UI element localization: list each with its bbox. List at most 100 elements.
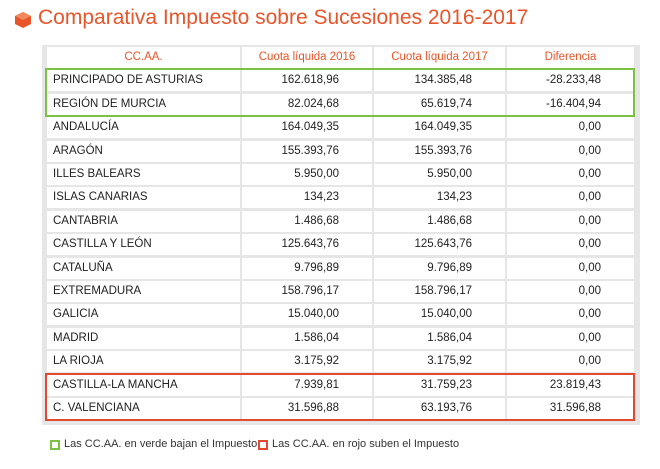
region-name: CASTILLA-LA MANCHA [53, 378, 178, 391]
cell-bg [242, 281, 372, 302]
column-header: Cuota líquida 2017 [374, 47, 505, 68]
cell-bg [374, 234, 505, 256]
amount: 158.796,17 [414, 285, 472, 297]
cell-bg [507, 140, 634, 162]
amount: 0,00 [578, 191, 601, 204]
cell-bg [374, 304, 505, 326]
amount: -28.233,48 [546, 74, 601, 87]
amount: 65.619,74 [420, 97, 472, 110]
cell-bg [374, 374, 505, 396]
amount: 1.586,04 [294, 331, 339, 344]
cell-bg [47, 304, 240, 326]
cell-bg [47, 210, 240, 232]
cell-bg [242, 304, 372, 326]
region-name: ANDALUCÍA [53, 121, 119, 134]
cell-bg [242, 164, 372, 185]
amount: 0,00 [578, 121, 601, 134]
cell-bg [242, 398, 372, 419]
cell-bg [47, 70, 240, 92]
cell-bg [374, 140, 505, 162]
region-name: ISLAS CANARIAS [53, 191, 148, 204]
amount: 15.040,00 [420, 308, 472, 321]
amount: 9.796,89 [294, 261, 339, 274]
cell-bg [507, 210, 634, 232]
amount: 23.819,43 [549, 378, 601, 391]
amount: 164.049,35 [414, 121, 472, 134]
cell-bg [507, 257, 634, 279]
cell-bg [507, 70, 634, 92]
amount: 5.950,00 [294, 168, 339, 180]
cell-bg [507, 398, 634, 419]
amount: 31.596,88 [287, 402, 339, 414]
amount: 155.393,76 [281, 144, 339, 157]
region-name: MADRID [53, 331, 99, 344]
cell-bg [47, 117, 240, 139]
cell-bg [507, 327, 634, 349]
cell-bg [47, 327, 240, 349]
region-name: PRINCIPADO DE ASTURIAS [53, 74, 203, 87]
legend-green-swatch [50, 440, 60, 450]
region-name: CASTILLA Y LEÓN [53, 238, 152, 251]
amount: 0,00 [578, 168, 601, 180]
region-name: REGIÓN DE MURCIA [53, 97, 167, 110]
cell-bg [242, 210, 372, 232]
cell-bg [242, 117, 372, 139]
cell-bg [507, 304, 634, 326]
cell-bg [242, 140, 372, 162]
amount: 0,00 [578, 285, 601, 297]
region-name: LA RIOJA [53, 355, 104, 368]
cell-bg [374, 257, 505, 279]
legend-item: Las CC.AA. en verde bajan el Impuesto [64, 438, 258, 450]
amount: 0,00 [578, 214, 601, 227]
cell-bg [242, 70, 372, 92]
amount: 3.175,92 [294, 355, 339, 368]
cell-bg [507, 234, 634, 256]
cell-bg [374, 210, 505, 232]
amount: 3.175,92 [427, 355, 472, 368]
column-header: Cuota líquida 2016 [242, 47, 372, 68]
cell-bg [507, 351, 634, 373]
region-name: GALICIA [53, 308, 99, 321]
cell-bg [242, 257, 372, 279]
amount: 162.618,96 [281, 74, 339, 87]
highlight-red [45, 372, 635, 422]
cell-bg [47, 93, 240, 115]
cell-bg [374, 70, 505, 92]
amount: 164.049,35 [281, 121, 339, 134]
region-name: ILLES BALEARS [53, 168, 141, 180]
amount: 9.796,89 [427, 261, 472, 274]
cell-bg [374, 187, 505, 209]
amount: 0,00 [578, 238, 601, 251]
cell-bg [507, 93, 634, 115]
cell-bg [242, 327, 372, 349]
cell-bg [507, 374, 634, 396]
amount: 158.796,17 [281, 285, 339, 297]
cell-bg [242, 234, 372, 256]
cell-bg [374, 398, 505, 419]
amount: 0,00 [578, 331, 601, 344]
cell-bg [47, 351, 240, 373]
region-name: ARAGÓN [53, 144, 103, 157]
amount: 125.643,76 [281, 238, 339, 251]
amount: 1.486,68 [294, 214, 339, 227]
cell-bg [47, 164, 240, 185]
amount: 155.393,76 [414, 144, 472, 157]
cell-bg [507, 164, 634, 185]
amount: 5.950,00 [427, 168, 472, 180]
amount: 134,23 [303, 191, 339, 204]
cell-bg [47, 140, 240, 162]
cell-bg [47, 374, 240, 396]
cell-bg [242, 351, 372, 373]
title-icon [15, 12, 31, 28]
cell-bg [374, 93, 505, 115]
cell-bg [507, 281, 634, 302]
cell-bg [374, 164, 505, 185]
cell-bg [242, 374, 372, 396]
amount: 31.596,88 [549, 402, 601, 414]
amount: 125.643,76 [414, 238, 472, 251]
title: Comparativa Impuesto sobre Sucesiones 20… [38, 6, 529, 29]
cell-bg [47, 234, 240, 256]
amount: 1.586,04 [427, 331, 472, 344]
cell-bg [47, 281, 240, 302]
